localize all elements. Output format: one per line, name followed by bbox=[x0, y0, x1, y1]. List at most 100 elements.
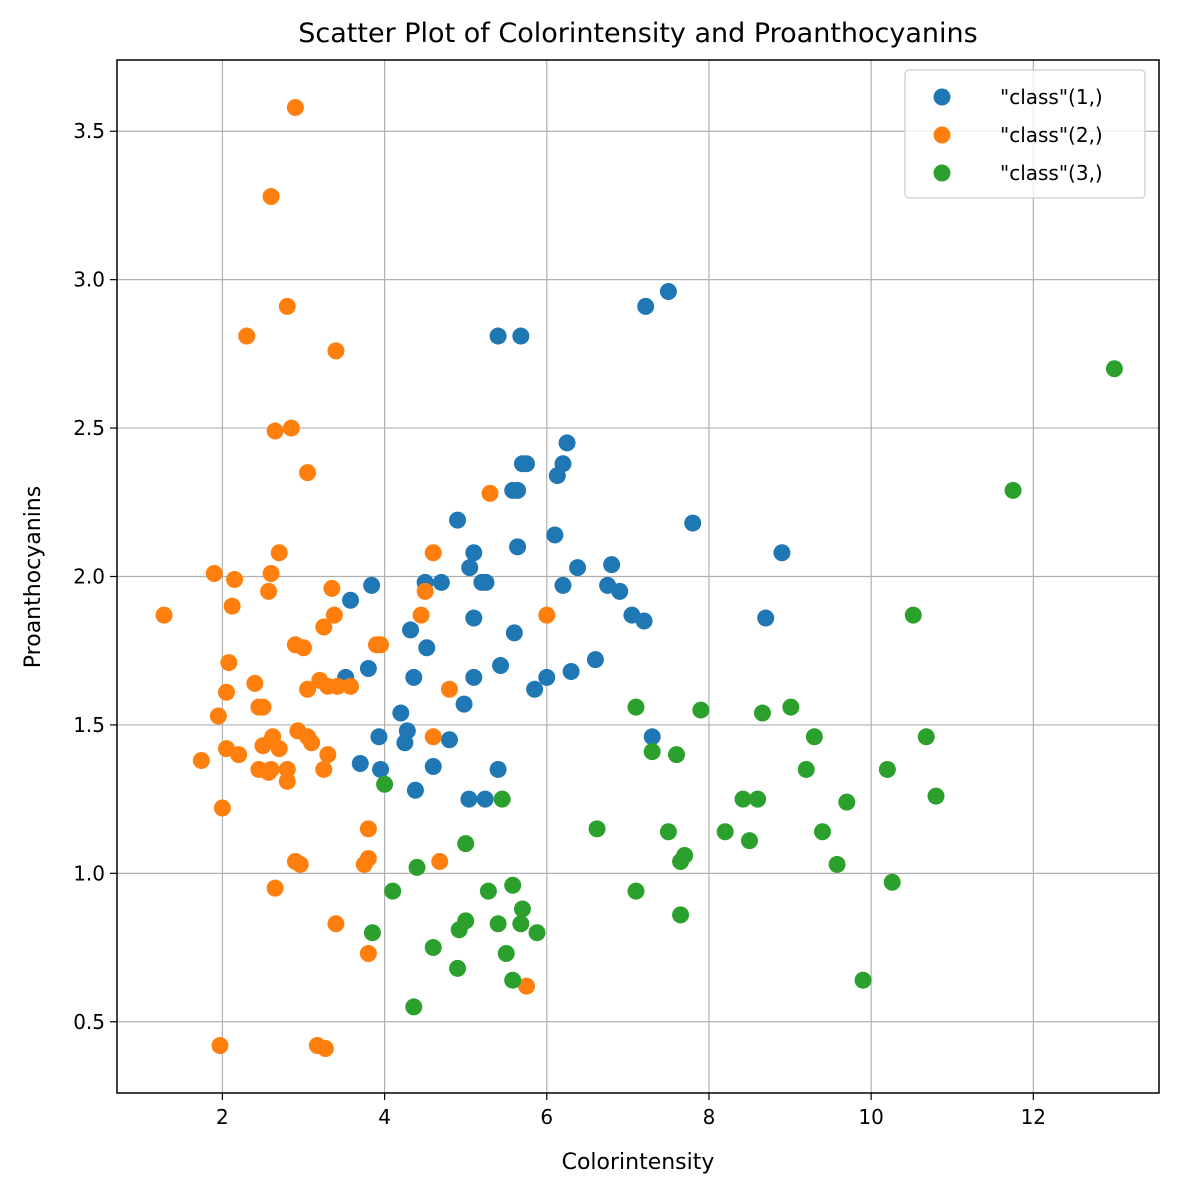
data-point-class-3 bbox=[828, 855, 846, 873]
data-point-class-3 bbox=[528, 924, 546, 942]
data-point-class-1 bbox=[492, 657, 510, 675]
data-point-class-1 bbox=[489, 327, 507, 345]
data-point-class-3 bbox=[716, 823, 734, 841]
data-point-class-3 bbox=[408, 858, 426, 876]
data-point-class-2 bbox=[291, 855, 309, 873]
data-point-class-1 bbox=[465, 544, 483, 562]
data-point-class-2 bbox=[155, 606, 173, 624]
y-tick-label: 1.0 bbox=[73, 861, 105, 885]
data-point-class-1 bbox=[392, 704, 410, 722]
data-point-class-3 bbox=[813, 823, 831, 841]
data-point-class-3 bbox=[672, 906, 690, 924]
legend-marker-class-1 bbox=[933, 88, 951, 106]
data-point-class-1 bbox=[396, 734, 414, 752]
data-point-class-2 bbox=[260, 582, 278, 600]
data-point-class-1 bbox=[455, 695, 473, 713]
data-point-class-2 bbox=[278, 760, 296, 778]
data-point-class-3 bbox=[854, 971, 872, 989]
data-point-class-3 bbox=[513, 900, 531, 918]
data-point-class-3 bbox=[734, 790, 752, 808]
data-point-class-2 bbox=[359, 820, 377, 838]
data-point-class-3 bbox=[405, 998, 423, 1016]
data-point-class-2 bbox=[323, 579, 341, 597]
data-point-class-3 bbox=[489, 915, 507, 933]
data-point-class-1 bbox=[418, 639, 436, 657]
data-point-class-2 bbox=[303, 734, 321, 752]
data-point-class-1 bbox=[465, 668, 483, 686]
data-point-class-1 bbox=[546, 526, 564, 544]
data-point-class-2 bbox=[238, 327, 256, 345]
data-point-class-3 bbox=[497, 944, 515, 962]
data-point-class-1 bbox=[635, 612, 653, 630]
data-point-class-3 bbox=[878, 760, 896, 778]
data-point-class-2 bbox=[342, 677, 360, 695]
data-point-class-3 bbox=[450, 921, 468, 939]
data-point-class-1 bbox=[477, 573, 495, 591]
data-point-class-1 bbox=[569, 559, 587, 577]
data-point-class-2 bbox=[431, 852, 449, 870]
y-tick-label: 2.0 bbox=[73, 565, 105, 589]
data-point-class-3 bbox=[672, 852, 690, 870]
data-point-class-2 bbox=[254, 737, 272, 755]
data-point-class-2 bbox=[217, 683, 235, 701]
data-point-class-3 bbox=[659, 823, 677, 841]
data-point-class-2 bbox=[299, 680, 317, 698]
data-point-class-2 bbox=[299, 464, 317, 482]
data-point-class-1 bbox=[489, 760, 507, 778]
legend: "class"(1,) "class"(2,) "class"(3,) bbox=[904, 69, 1146, 199]
data-point-class-1 bbox=[548, 467, 566, 485]
data-point-class-3 bbox=[504, 971, 522, 989]
data-point-class-3 bbox=[588, 820, 606, 838]
data-point-class-3 bbox=[643, 743, 661, 761]
data-points bbox=[155, 98, 1123, 1057]
data-point-class-2 bbox=[327, 915, 345, 933]
grid-lines bbox=[117, 60, 1159, 1093]
data-point-class-1 bbox=[611, 582, 629, 600]
data-point-class-2 bbox=[262, 565, 280, 583]
x-axis-ticks: 2 4 6 8 10 12 bbox=[216, 1093, 1046, 1129]
data-point-class-1 bbox=[505, 624, 523, 642]
y-tick-label: 1.5 bbox=[73, 713, 105, 737]
data-point-class-2 bbox=[295, 639, 313, 657]
legend-box bbox=[904, 69, 1146, 199]
data-point-class-2 bbox=[230, 746, 248, 764]
data-point-class-2 bbox=[211, 1037, 229, 1055]
data-point-class-1 bbox=[476, 790, 494, 808]
data-point-class-3 bbox=[1105, 360, 1123, 378]
data-point-class-2 bbox=[278, 772, 296, 790]
data-point-class-3 bbox=[363, 924, 381, 942]
data-point-class-1 bbox=[465, 609, 483, 627]
data-point-class-2 bbox=[262, 188, 280, 206]
data-point-class-2 bbox=[192, 752, 210, 770]
legend-label-class-2: "class"(2,) bbox=[1000, 123, 1103, 147]
data-point-class-1 bbox=[554, 576, 572, 594]
data-point-class-1 bbox=[449, 511, 467, 529]
data-point-class-1 bbox=[684, 514, 702, 532]
data-point-class-1 bbox=[440, 731, 458, 749]
data-point-class-2 bbox=[372, 636, 390, 654]
data-point-class-2 bbox=[209, 707, 227, 725]
data-point-class-1 bbox=[586, 651, 604, 669]
data-point-class-2 bbox=[412, 606, 430, 624]
legend-marker-class-3 bbox=[933, 164, 951, 182]
data-point-class-1 bbox=[432, 573, 450, 591]
data-point-class-3 bbox=[479, 882, 497, 900]
data-point-class-2 bbox=[316, 1039, 334, 1057]
data-point-class-1 bbox=[359, 660, 377, 678]
data-point-class-3 bbox=[504, 876, 522, 894]
data-point-class-1 bbox=[342, 591, 360, 609]
data-point-class-3 bbox=[917, 728, 935, 746]
data-point-class-2 bbox=[315, 618, 333, 636]
data-point-class-2 bbox=[538, 606, 556, 624]
data-point-class-1 bbox=[773, 544, 791, 562]
y-tick-label: 0.5 bbox=[73, 1010, 105, 1034]
data-point-class-3 bbox=[1004, 481, 1022, 499]
data-point-class-1 bbox=[461, 559, 479, 577]
data-point-class-2 bbox=[359, 849, 377, 867]
data-point-class-2 bbox=[254, 698, 272, 716]
x-tick-label: 10 bbox=[858, 1105, 883, 1129]
data-point-class-2 bbox=[223, 597, 241, 615]
y-axis-ticks: 0.5 1.0 1.5 2.0 2.5 3.0 3.5 bbox=[73, 119, 117, 1034]
data-point-class-3 bbox=[782, 698, 800, 716]
